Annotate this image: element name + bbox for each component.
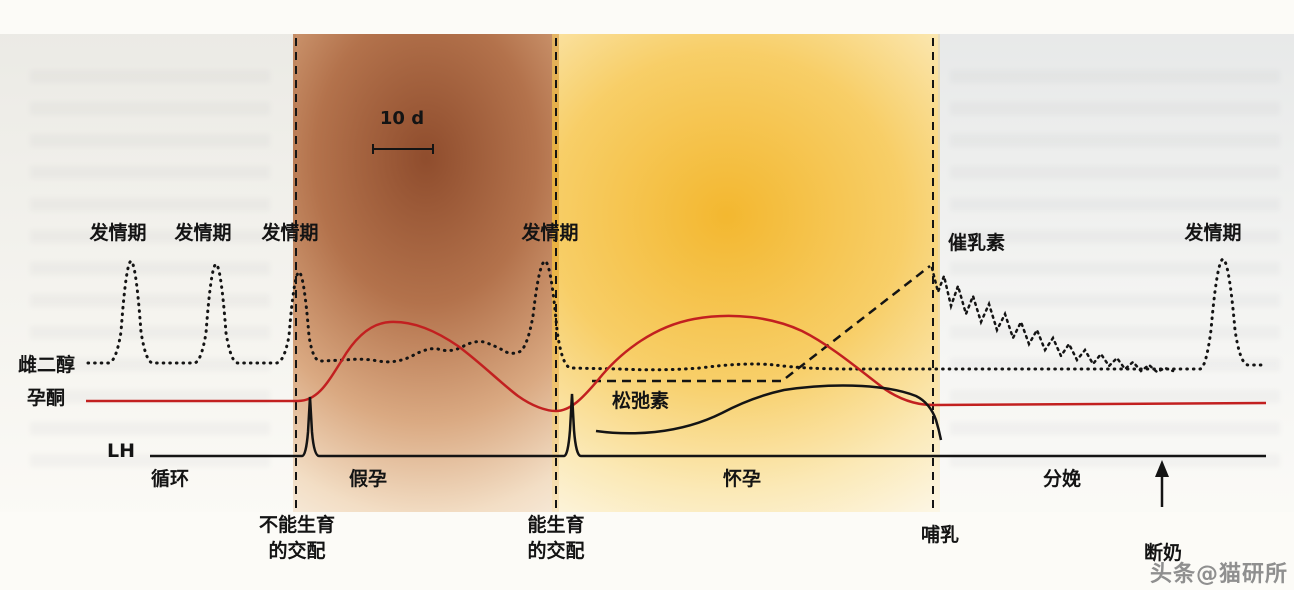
prolactin-curve-rise xyxy=(592,265,931,383)
estrus-label-1: 发情期 xyxy=(89,222,147,244)
progesterone-curve xyxy=(86,314,1267,413)
scale-bar-label: 10 d xyxy=(379,108,425,129)
weaning-arrowhead-icon xyxy=(1155,460,1169,477)
infertile-mating-line2: 的交配 xyxy=(268,540,326,562)
estradiol-curve xyxy=(86,257,1268,372)
prolactin-label: 催乳素 xyxy=(948,232,1006,254)
watermark: 头条@猫研所 xyxy=(1149,562,1288,587)
phase-label-pseudopregnancy: 假孕 xyxy=(348,468,388,490)
progesterone-axis-label: 孕酮 xyxy=(27,387,66,409)
phase-label-pregnancy: 怀孕 xyxy=(722,468,762,490)
scale-bar xyxy=(372,144,434,154)
phase-label-cycle: 循环 xyxy=(150,468,190,490)
lh-curve xyxy=(150,393,1266,458)
fertile-mating-label: 能生育 的交配 xyxy=(527,512,584,564)
weaning-label: 断奶 xyxy=(1143,542,1183,564)
lactation-label: 哺乳 xyxy=(920,524,960,546)
estradiol-axis-label: 雌二醇 xyxy=(18,354,76,376)
estrus-label-4: 发情期 xyxy=(521,222,579,244)
fertile-mating-line2: 的交配 xyxy=(527,540,585,562)
phase-label-parturition: 分娩 xyxy=(1042,468,1082,490)
fertile-mating-line1: 能生育 xyxy=(527,514,585,536)
estrus-label-3: 发情期 xyxy=(261,222,319,244)
infertile-mating-label: 不能生育 的交配 xyxy=(259,512,335,564)
relaxin-label: 松弛素 xyxy=(612,390,670,412)
lh-axis-label: LH xyxy=(107,440,136,462)
prolactin-curve-pulses xyxy=(930,266,1175,374)
estrus-label-2: 发情期 xyxy=(174,222,232,244)
relaxin-curve xyxy=(595,384,943,441)
infertile-mating-line1: 不能生育 xyxy=(258,514,336,536)
estrus-label-5: 发情期 xyxy=(1184,222,1242,244)
